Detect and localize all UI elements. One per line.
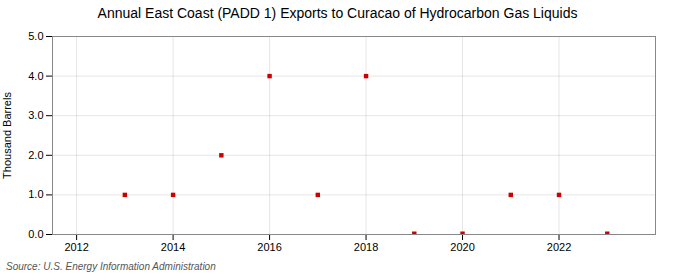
svg-text:2020: 2020 — [450, 241, 474, 253]
html-text:Annual East Coast (PADD 1) Exp: Annual East Coast (PADD 1) Exports to Cu… — [97, 5, 578, 21]
svg-text:1.0: 1.0 — [28, 188, 43, 200]
svg-text:Thousand Barrels: Thousand Barrels — [1, 92, 13, 179]
svg-text:2018: 2018 — [354, 241, 378, 253]
html-text:Source: U.S. Energy Informatio: Source: U.S. Energy Information Administ… — [6, 261, 216, 272]
svg-text:2.0: 2.0 — [28, 149, 43, 161]
svg-text:2012: 2012 — [64, 241, 88, 253]
svg-text:2016: 2016 — [257, 241, 281, 253]
svg-text:0.0: 0.0 — [28, 228, 43, 240]
svg-text:2022: 2022 — [547, 241, 571, 253]
svg-text:4.0: 4.0 — [28, 70, 43, 82]
svg-text:5.0: 5.0 — [28, 30, 43, 42]
svg-text:2014: 2014 — [161, 241, 185, 253]
svg-text:3.0: 3.0 — [28, 109, 43, 121]
